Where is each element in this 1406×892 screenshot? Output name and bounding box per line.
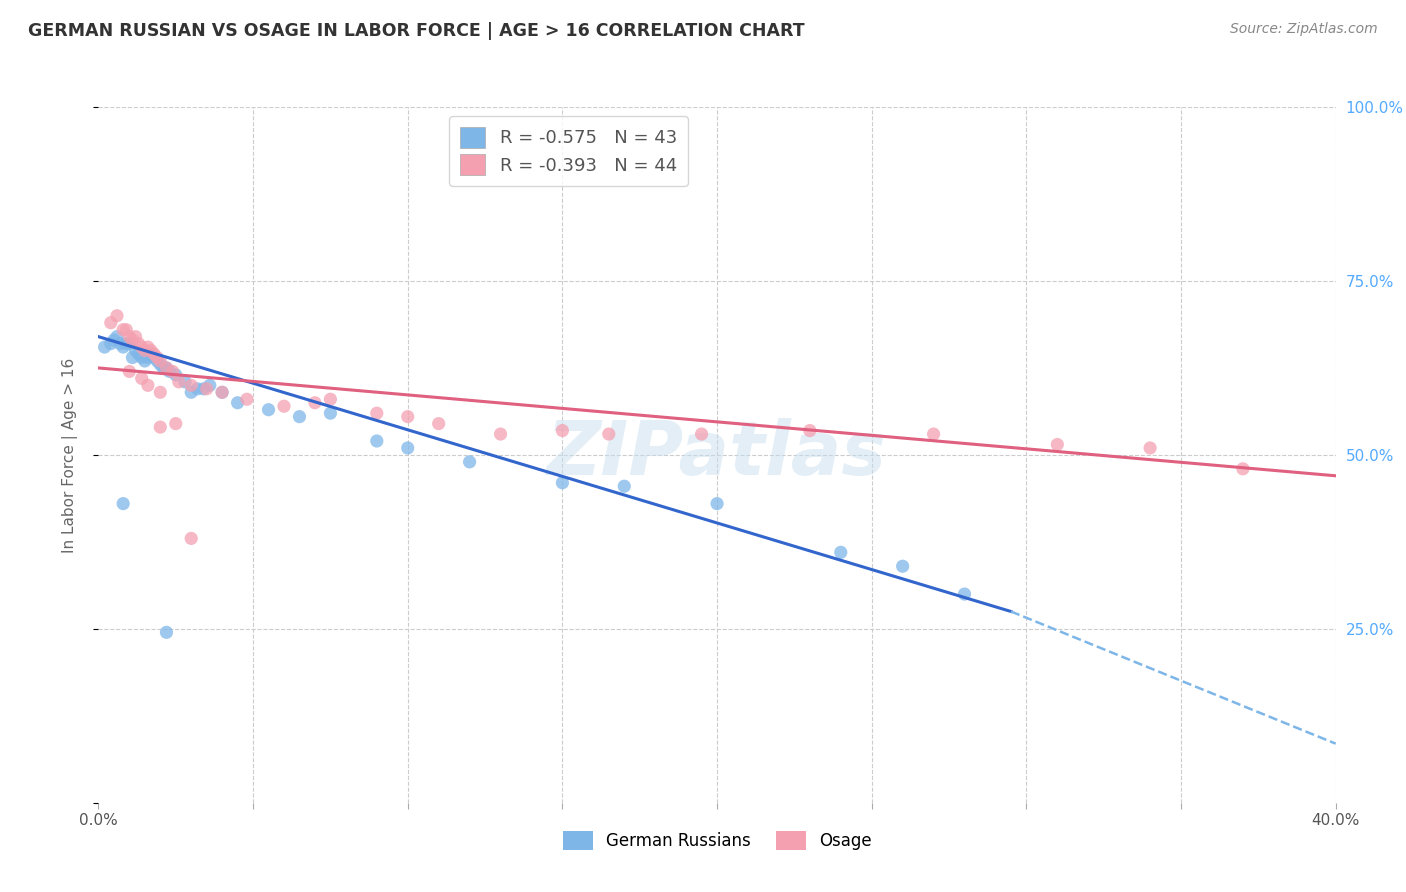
Point bbox=[159, 364, 181, 378]
Point bbox=[131, 371, 153, 385]
Point bbox=[458, 455, 481, 469]
Point bbox=[799, 424, 821, 438]
Point bbox=[953, 587, 976, 601]
Point bbox=[706, 497, 728, 511]
Point bbox=[167, 375, 190, 389]
Point bbox=[134, 354, 156, 368]
Point bbox=[152, 360, 174, 375]
Point bbox=[198, 378, 221, 392]
Point bbox=[366, 406, 388, 420]
Point bbox=[149, 420, 172, 434]
Point bbox=[165, 368, 187, 382]
Point bbox=[121, 333, 143, 347]
Point bbox=[193, 382, 215, 396]
Point bbox=[131, 340, 153, 354]
Point bbox=[613, 479, 636, 493]
Point bbox=[288, 409, 311, 424]
Point bbox=[155, 360, 177, 375]
Point bbox=[149, 358, 172, 372]
Point bbox=[100, 316, 122, 330]
Point bbox=[830, 545, 852, 559]
Point bbox=[128, 336, 150, 351]
Point bbox=[155, 625, 177, 640]
Point bbox=[149, 385, 172, 400]
Point bbox=[236, 392, 259, 407]
Point bbox=[396, 409, 419, 424]
Point bbox=[149, 354, 172, 368]
Point bbox=[105, 309, 128, 323]
Point bbox=[112, 497, 135, 511]
Point bbox=[112, 340, 135, 354]
Point bbox=[93, 340, 115, 354]
Point bbox=[427, 417, 450, 431]
Point bbox=[118, 329, 141, 343]
Point bbox=[257, 402, 280, 417]
Point bbox=[180, 385, 202, 400]
Point bbox=[319, 406, 342, 420]
Text: ZIPatlas: ZIPatlas bbox=[547, 418, 887, 491]
Point bbox=[489, 427, 512, 442]
Point bbox=[115, 323, 138, 337]
Point bbox=[1232, 462, 1254, 476]
Point bbox=[226, 396, 249, 410]
Y-axis label: In Labor Force | Age > 16: In Labor Force | Age > 16 bbox=[62, 358, 77, 552]
Point bbox=[115, 336, 138, 351]
Point bbox=[124, 343, 146, 358]
Point bbox=[174, 375, 197, 389]
Point bbox=[180, 532, 202, 546]
Point bbox=[690, 427, 713, 442]
Point bbox=[139, 343, 162, 358]
Point bbox=[146, 354, 169, 368]
Point bbox=[155, 360, 177, 375]
Point bbox=[273, 399, 295, 413]
Point bbox=[100, 336, 122, 351]
Point bbox=[108, 336, 131, 351]
Point bbox=[124, 329, 146, 343]
Point bbox=[128, 347, 150, 361]
Point bbox=[131, 351, 153, 365]
Point bbox=[180, 378, 202, 392]
Point bbox=[396, 441, 419, 455]
Point bbox=[211, 385, 233, 400]
Point bbox=[118, 336, 141, 351]
Point bbox=[366, 434, 388, 448]
Point bbox=[136, 351, 159, 365]
Point bbox=[103, 333, 125, 347]
Point bbox=[165, 417, 187, 431]
Point bbox=[162, 364, 184, 378]
Point bbox=[304, 396, 326, 410]
Point bbox=[121, 351, 143, 365]
Point bbox=[922, 427, 945, 442]
Point bbox=[136, 340, 159, 354]
Point bbox=[1139, 441, 1161, 455]
Point bbox=[136, 378, 159, 392]
Text: Source: ZipAtlas.com: Source: ZipAtlas.com bbox=[1230, 22, 1378, 37]
Point bbox=[139, 347, 162, 361]
Point bbox=[551, 424, 574, 438]
Point bbox=[143, 351, 166, 365]
Point bbox=[891, 559, 914, 574]
Point bbox=[112, 323, 135, 337]
Point bbox=[186, 382, 208, 396]
Point bbox=[319, 392, 342, 407]
Point bbox=[1046, 437, 1069, 451]
Point bbox=[146, 351, 169, 365]
Legend: German Russians, Osage: German Russians, Osage bbox=[555, 824, 879, 857]
Text: GERMAN RUSSIAN VS OSAGE IN LABOR FORCE | AGE > 16 CORRELATION CHART: GERMAN RUSSIAN VS OSAGE IN LABOR FORCE |… bbox=[28, 22, 804, 40]
Point bbox=[211, 385, 233, 400]
Point bbox=[551, 475, 574, 490]
Point bbox=[134, 343, 156, 358]
Point bbox=[598, 427, 620, 442]
Point bbox=[105, 329, 128, 343]
Point bbox=[118, 364, 141, 378]
Point bbox=[195, 382, 218, 396]
Point bbox=[143, 347, 166, 361]
